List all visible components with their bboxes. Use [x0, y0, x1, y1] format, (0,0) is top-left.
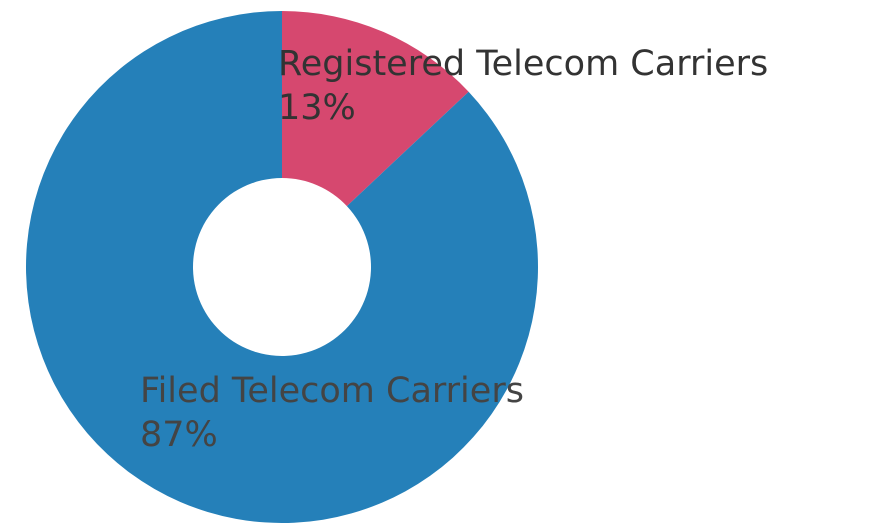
pie-slice — [26, 11, 538, 523]
pie-slice — [282, 11, 469, 207]
slice-label: Filed Telecom Carriers — [140, 371, 524, 411]
slice-value-label: 13% — [278, 88, 356, 128]
slice-value-label: 87% — [140, 415, 218, 455]
slice-label: Registered Telecom Carriers — [278, 44, 768, 84]
